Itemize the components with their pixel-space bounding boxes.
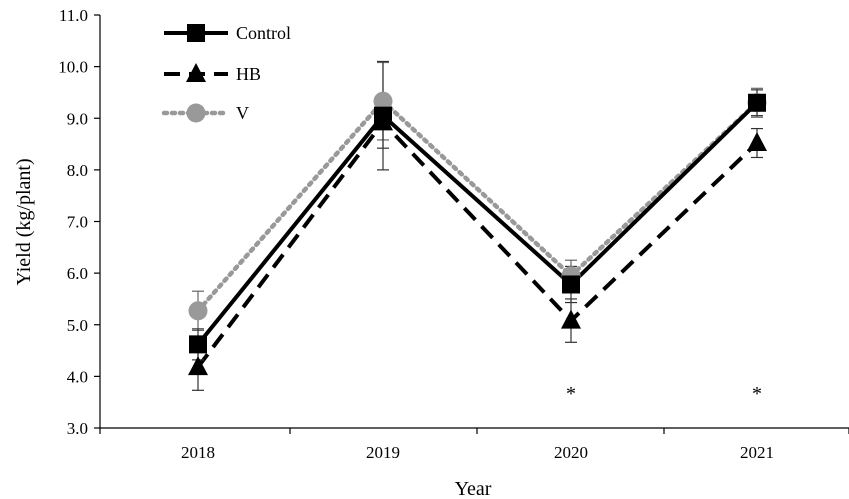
x-tick-label: 2021	[740, 443, 774, 462]
legend-label: Control	[236, 23, 291, 43]
significance-marker: *	[566, 383, 576, 405]
y-tick-label: 9.0	[67, 109, 88, 128]
y-tick-label: 3.0	[67, 419, 88, 438]
x-tick-label: 2018	[181, 443, 215, 462]
legend-swatch-marker	[186, 103, 206, 123]
data-point	[188, 301, 208, 321]
error-bars-control	[192, 60, 763, 361]
series-control	[196, 101, 759, 346]
markers-hb	[188, 111, 767, 376]
legend-label: V	[236, 103, 249, 123]
y-tick-label: 11.0	[59, 6, 88, 25]
series-v	[195, 98, 760, 314]
legend-item-control: Control	[164, 23, 291, 43]
data-point	[561, 309, 581, 329]
legend-swatch-marker	[187, 24, 205, 42]
error-bars-v	[192, 61, 763, 332]
x-axis-title: Year	[455, 478, 492, 499]
axes: 3.0 4.0 5.0 6.0 7.0 8.0 9.0 10.0 11.0 2018 2019 202…	[58, 6, 849, 462]
y-axis-title: Yield (kg/plant)	[13, 158, 35, 285]
legend-item-hb: HB	[164, 63, 261, 84]
legend-swatch-marker	[186, 63, 206, 82]
series-group: * *	[188, 60, 767, 405]
x-tick-label: 2019	[366, 443, 400, 462]
legend-item-v: V	[161, 103, 249, 123]
data-point	[374, 106, 392, 125]
data-point	[748, 93, 766, 112]
x-tick-label: 2020	[554, 443, 588, 462]
legend-label: HB	[236, 64, 261, 84]
markers-control	[189, 93, 766, 354]
data-point	[188, 356, 208, 376]
series-line	[195, 98, 760, 314]
y-tick-label: 8.0	[67, 161, 88, 180]
significance-marker: *	[752, 383, 762, 405]
y-tick-label: 4.0	[67, 367, 88, 386]
legend: Control HB V	[161, 23, 291, 123]
data-point	[189, 335, 207, 354]
y-tick-label: 7.0	[67, 213, 88, 232]
data-point	[373, 91, 393, 111]
y-tick-label: 5.0	[67, 316, 88, 335]
y-tick-label: 6.0	[67, 264, 88, 283]
series-hb	[196, 120, 759, 369]
y-tick-label: 10.0	[58, 58, 88, 77]
data-point	[747, 132, 767, 152]
markers-v	[188, 91, 767, 321]
data-point	[562, 275, 580, 294]
series-line	[196, 120, 759, 369]
series-line	[196, 101, 759, 346]
